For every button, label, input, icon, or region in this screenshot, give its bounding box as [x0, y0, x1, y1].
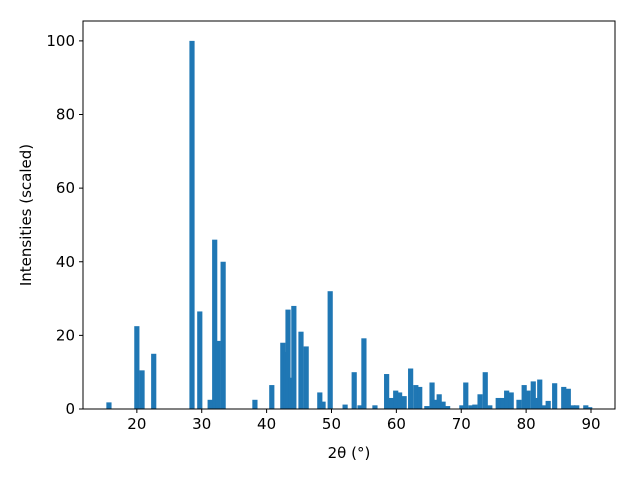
bar [472, 404, 478, 409]
x-tick-label: 50 [322, 415, 341, 433]
bar [463, 382, 469, 409]
y-tick-label: 20 [56, 326, 75, 344]
bar [351, 372, 357, 409]
bar [561, 386, 567, 409]
x-tick-label: 60 [387, 415, 406, 433]
bar [197, 311, 203, 409]
bar [436, 394, 442, 409]
x-tick-label: 30 [192, 415, 211, 433]
bar [288, 377, 294, 409]
bar [384, 374, 390, 409]
bar [408, 368, 414, 409]
bar [207, 399, 213, 409]
bar [482, 372, 488, 409]
x-tick-label: 90 [581, 415, 600, 433]
bar [552, 383, 558, 409]
bar [285, 309, 291, 409]
bar [317, 392, 323, 409]
bar [424, 406, 430, 409]
bar [440, 401, 446, 409]
bar [574, 405, 580, 409]
x-tick-label: 80 [517, 415, 536, 433]
y-tick-label: 0 [65, 400, 75, 418]
bar [413, 385, 419, 409]
bar [215, 340, 221, 409]
bar [565, 388, 571, 409]
bar [298, 331, 304, 409]
bar [212, 239, 218, 409]
bar [106, 402, 112, 409]
x-tick-label: 40 [257, 415, 276, 433]
y-tick-label: 100 [46, 32, 75, 50]
bar [487, 405, 493, 409]
bar [280, 342, 286, 409]
bar [401, 396, 407, 409]
bar [151, 353, 157, 409]
bar [417, 386, 423, 409]
bar [220, 261, 226, 409]
bar [320, 401, 326, 409]
bar [397, 392, 403, 409]
bar [189, 40, 195, 409]
bar [530, 381, 536, 409]
bar [139, 370, 145, 409]
bar [252, 399, 258, 409]
bar [372, 405, 378, 409]
bar [269, 385, 275, 409]
bar [291, 305, 297, 409]
bar [477, 394, 483, 409]
bar [429, 382, 435, 409]
bar [504, 390, 510, 409]
x-tick-label: 70 [452, 415, 471, 433]
bar [134, 326, 140, 409]
bar [495, 397, 501, 409]
bar [541, 405, 547, 409]
x-tick-label: 20 [127, 415, 146, 433]
bar [525, 390, 531, 409]
bar [388, 397, 394, 409]
y-axis-label: Intensities (scaled) [17, 144, 35, 286]
x-axis-label: 2θ (°) [328, 444, 371, 462]
bar [537, 379, 543, 409]
bar [361, 338, 367, 409]
bar [570, 405, 576, 409]
bar [357, 405, 363, 409]
y-tick-label: 60 [56, 179, 75, 197]
bar [459, 405, 465, 409]
bar [545, 400, 551, 409]
bar [516, 399, 522, 409]
bar [303, 346, 309, 409]
bar [445, 406, 451, 409]
bar [432, 399, 438, 409]
plot-frame [82, 20, 616, 410]
y-tick-label: 40 [56, 253, 75, 271]
bar [327, 291, 333, 409]
bar [587, 407, 593, 409]
y-tick-label: 80 [56, 106, 75, 124]
bar [342, 404, 348, 409]
bar [583, 405, 589, 409]
bar [508, 392, 514, 409]
bar [500, 397, 506, 409]
bar [393, 390, 399, 409]
bar [521, 385, 527, 409]
bar [468, 405, 474, 409]
